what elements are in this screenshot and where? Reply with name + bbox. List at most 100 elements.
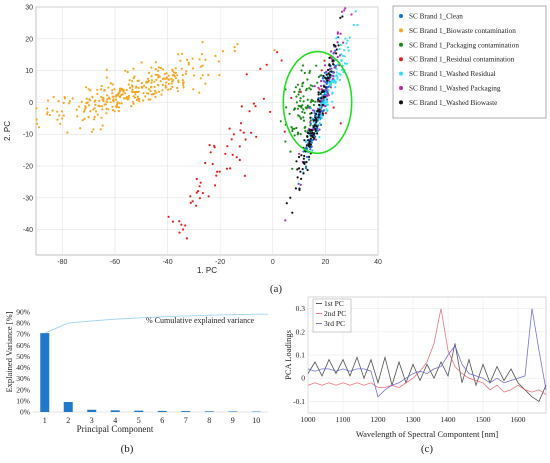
scatter-point <box>137 86 140 89</box>
scatter-point <box>311 149 314 152</box>
scatter-point <box>290 96 293 99</box>
scatter-point <box>181 52 184 55</box>
scatter-point <box>317 113 320 116</box>
scatter-point <box>101 124 104 127</box>
scatter-point <box>309 119 312 122</box>
y-tick-label: -10 <box>23 132 33 139</box>
legend-entry: 1st PC <box>324 299 344 308</box>
scatter-point <box>339 43 343 47</box>
scatter-point <box>155 91 158 94</box>
scatter-point <box>230 138 233 141</box>
scatter-point <box>120 102 123 105</box>
scatter-point <box>323 71 326 74</box>
scatter-point <box>300 69 303 72</box>
scatter-point <box>157 90 161 93</box>
scatter-point <box>93 118 96 121</box>
scatter-point <box>334 44 337 47</box>
scatter-point <box>107 86 110 89</box>
scatter-point <box>308 143 311 146</box>
scatter-point <box>238 158 241 162</box>
scatter-point <box>132 102 135 105</box>
scatter-point <box>350 13 353 16</box>
scatter-point <box>302 172 305 175</box>
scatter-point <box>204 161 207 165</box>
scatter-point <box>316 125 319 128</box>
scatter-point <box>294 187 297 190</box>
scatter-point <box>117 109 120 113</box>
scatter-point <box>104 103 108 106</box>
scatter-point <box>157 74 160 77</box>
scatter-point <box>239 129 242 132</box>
scatter-point <box>296 168 299 171</box>
x-tick-label: 1200 <box>371 415 386 424</box>
scatter-point <box>52 95 55 99</box>
legend-marker <box>399 86 403 90</box>
scatter-point <box>105 68 108 71</box>
scatter-point <box>320 90 324 94</box>
scatter-point <box>306 135 309 138</box>
scatter-point <box>178 220 181 223</box>
scatter-point <box>304 140 307 144</box>
scatter-point <box>112 98 115 101</box>
scatter-point <box>313 137 316 140</box>
scatter-point <box>217 60 220 63</box>
scatter-point <box>325 100 328 103</box>
scatter-point <box>309 134 312 137</box>
y-tick-label: 10 <box>25 68 33 75</box>
scatter-point <box>105 107 108 110</box>
scatter-point <box>326 98 329 101</box>
scatter-point <box>128 79 131 82</box>
scatter-point <box>248 110 251 113</box>
scatter-point <box>180 67 183 70</box>
scatter-point <box>313 124 317 127</box>
scatter-point <box>184 72 187 75</box>
scatter-point <box>333 66 336 69</box>
scatter-point <box>100 116 103 119</box>
x-tick-label: 2 <box>66 416 70 425</box>
scatter-point <box>320 84 323 88</box>
scatter-point <box>105 112 108 115</box>
scatter-x-label: 1. PC <box>197 266 217 275</box>
scatter-point <box>79 127 82 130</box>
scatter-point <box>35 118 38 121</box>
scatter-point <box>299 133 302 136</box>
scatter-point <box>199 77 202 80</box>
scatter-point <box>297 114 300 117</box>
scatter-point <box>99 88 103 91</box>
scatter-point <box>316 127 319 130</box>
scatter-point <box>343 49 346 52</box>
scatter-point <box>145 80 148 83</box>
scatter-point <box>117 106 121 109</box>
cumulative-variance-line <box>44 313 268 334</box>
y-tick-label: 50% <box>16 352 30 361</box>
scatter-point <box>167 82 170 85</box>
scatter-point <box>169 87 172 91</box>
scatter-point <box>154 61 157 64</box>
scatter-point <box>302 100 305 103</box>
scatter-point <box>303 154 306 158</box>
scatter-point <box>179 59 182 62</box>
x-tick-label: 6 <box>160 416 164 425</box>
scatter-point <box>228 127 231 130</box>
scatter-point <box>252 102 255 105</box>
scatter-point <box>111 92 114 95</box>
scatter-point <box>192 88 195 91</box>
scatter-point <box>239 122 243 125</box>
scatter-point <box>96 92 99 95</box>
scatter-point <box>332 63 335 66</box>
scatter-point <box>124 69 127 72</box>
loading-line <box>307 308 547 398</box>
scatter-point <box>335 71 338 74</box>
y-tick-label: -20 <box>23 163 33 170</box>
scatter-point <box>318 100 321 103</box>
highlight-circle <box>282 50 353 155</box>
scatter-point <box>304 167 308 170</box>
scatter-point <box>198 58 201 61</box>
scatter-point <box>339 32 342 35</box>
scatter-plot-area <box>35 6 379 256</box>
scatter-point <box>306 78 309 81</box>
scatter-point <box>289 196 292 199</box>
scatter-point <box>332 74 335 77</box>
scatter-point <box>181 73 184 77</box>
scatter-point <box>305 161 308 164</box>
